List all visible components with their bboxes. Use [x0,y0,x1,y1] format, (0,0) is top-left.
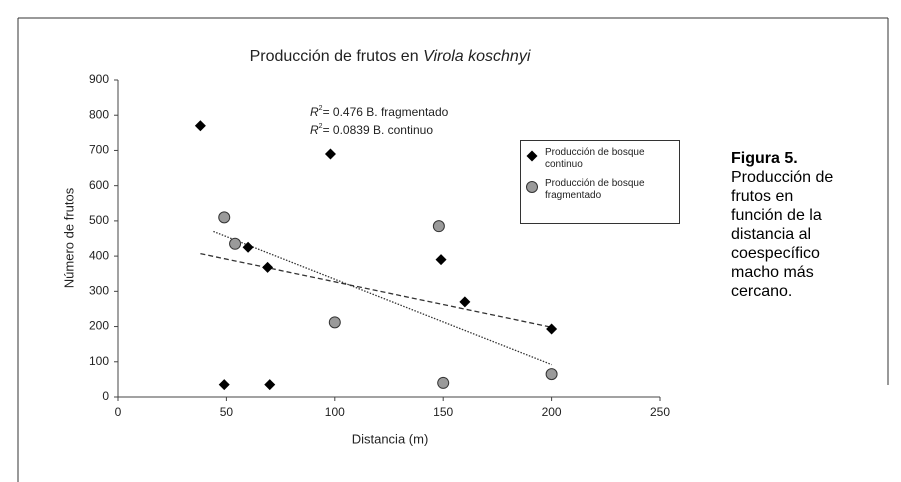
point [459,296,471,308]
legend-icon [526,150,538,162]
point [262,261,274,273]
y-tick-label: 900 [89,72,109,86]
caption-label: Figura 5. [731,150,798,167]
caption: Figura 5. Producción de frutos en función… [731,149,841,301]
x-tick-label: 0 [115,405,122,419]
point [229,237,242,250]
y-tick-label: 300 [89,284,109,298]
legend-label: Producción de bosque fragmentado [545,178,645,201]
point [435,254,447,266]
caption-text: Producción de frutos en función de la di… [731,169,834,300]
point [328,316,341,329]
legend: Producción de bosque continuo Producción … [520,140,680,224]
x-tick-label: 200 [542,405,562,419]
y-tick-label: 600 [89,178,109,192]
trend-line [213,230,552,366]
point [218,211,231,224]
y-axis-label: Número de frutos [61,187,76,288]
x-tick-label: 150 [433,405,453,419]
annotation: R2= 0.476 B. fragmentado [310,105,449,119]
point [437,376,450,389]
point [526,150,538,162]
y-tick-label: 200 [89,319,109,333]
point [324,148,336,160]
title-text: Producción de frutos en [250,48,419,65]
x-tick-label: 100 [325,405,345,419]
point [218,379,230,391]
y-tick-label: 800 [89,107,109,121]
point [264,379,276,391]
point [432,220,445,233]
legend-label: Producción de bosque continuo [545,147,645,170]
y-tick-label: 0 [102,389,109,403]
y-tick-label: 700 [89,143,109,157]
annotation-sup: 2 [319,123,323,130]
x-tick-label: 250 [650,405,670,419]
x-tick-label: 50 [220,405,234,419]
annotation: R2= 0.0839 B. continuo [310,123,433,137]
trend-line [200,253,552,328]
point [546,323,558,335]
y-tick-label: 100 [89,354,109,368]
legend-item: Producción de bosque continuo [525,147,675,171]
point [194,120,206,132]
point [545,368,558,381]
point [526,181,538,193]
chart-title: Producción de frutos en Virola koschnyi [250,48,531,65]
annotation-text: = 0.476 B. fragmentado [323,105,449,119]
x-axis-label: Distancia (m) [352,431,429,446]
title-species: Virola koschnyi [423,48,531,65]
annotation-sup: 2 [319,105,323,112]
legend-item: Producción de bosque fragmentado [525,178,675,202]
point [242,241,254,253]
annotation-var: R [310,105,319,119]
y-tick-label: 400 [89,248,109,262]
legend-icon [526,181,538,193]
annotation-var: R [310,123,319,137]
y-tick-label: 500 [89,213,109,227]
annotation-text: = 0.0839 B. continuo [323,123,434,137]
